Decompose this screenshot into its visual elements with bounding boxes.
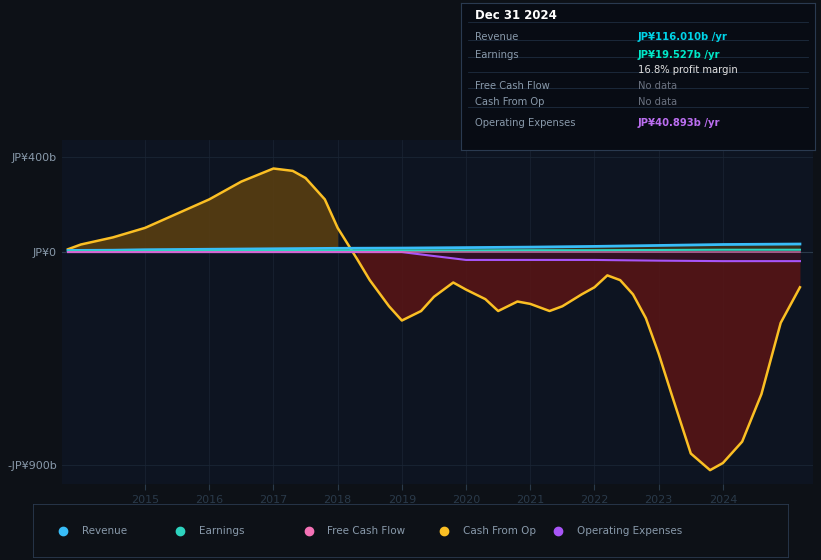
Text: Earnings: Earnings [475, 50, 518, 60]
Text: Free Cash Flow: Free Cash Flow [328, 526, 406, 535]
Text: Revenue: Revenue [82, 526, 127, 535]
Text: Revenue: Revenue [475, 32, 518, 42]
Text: Earnings: Earnings [199, 526, 245, 535]
Text: Cash From Op: Cash From Op [475, 97, 544, 108]
Text: No data: No data [638, 97, 677, 108]
Text: JP¥40.893b /yr: JP¥40.893b /yr [638, 118, 720, 128]
Text: Operating Expenses: Operating Expenses [576, 526, 682, 535]
Text: JP¥116.010b /yr: JP¥116.010b /yr [638, 32, 727, 42]
Text: Operating Expenses: Operating Expenses [475, 118, 576, 128]
Text: No data: No data [638, 81, 677, 91]
Text: JP¥19.527b /yr: JP¥19.527b /yr [638, 50, 720, 60]
Text: Dec 31 2024: Dec 31 2024 [475, 10, 557, 22]
Text: 16.8% profit margin: 16.8% profit margin [638, 65, 737, 75]
Text: Free Cash Flow: Free Cash Flow [475, 81, 549, 91]
Text: Cash From Op: Cash From Op [463, 526, 536, 535]
